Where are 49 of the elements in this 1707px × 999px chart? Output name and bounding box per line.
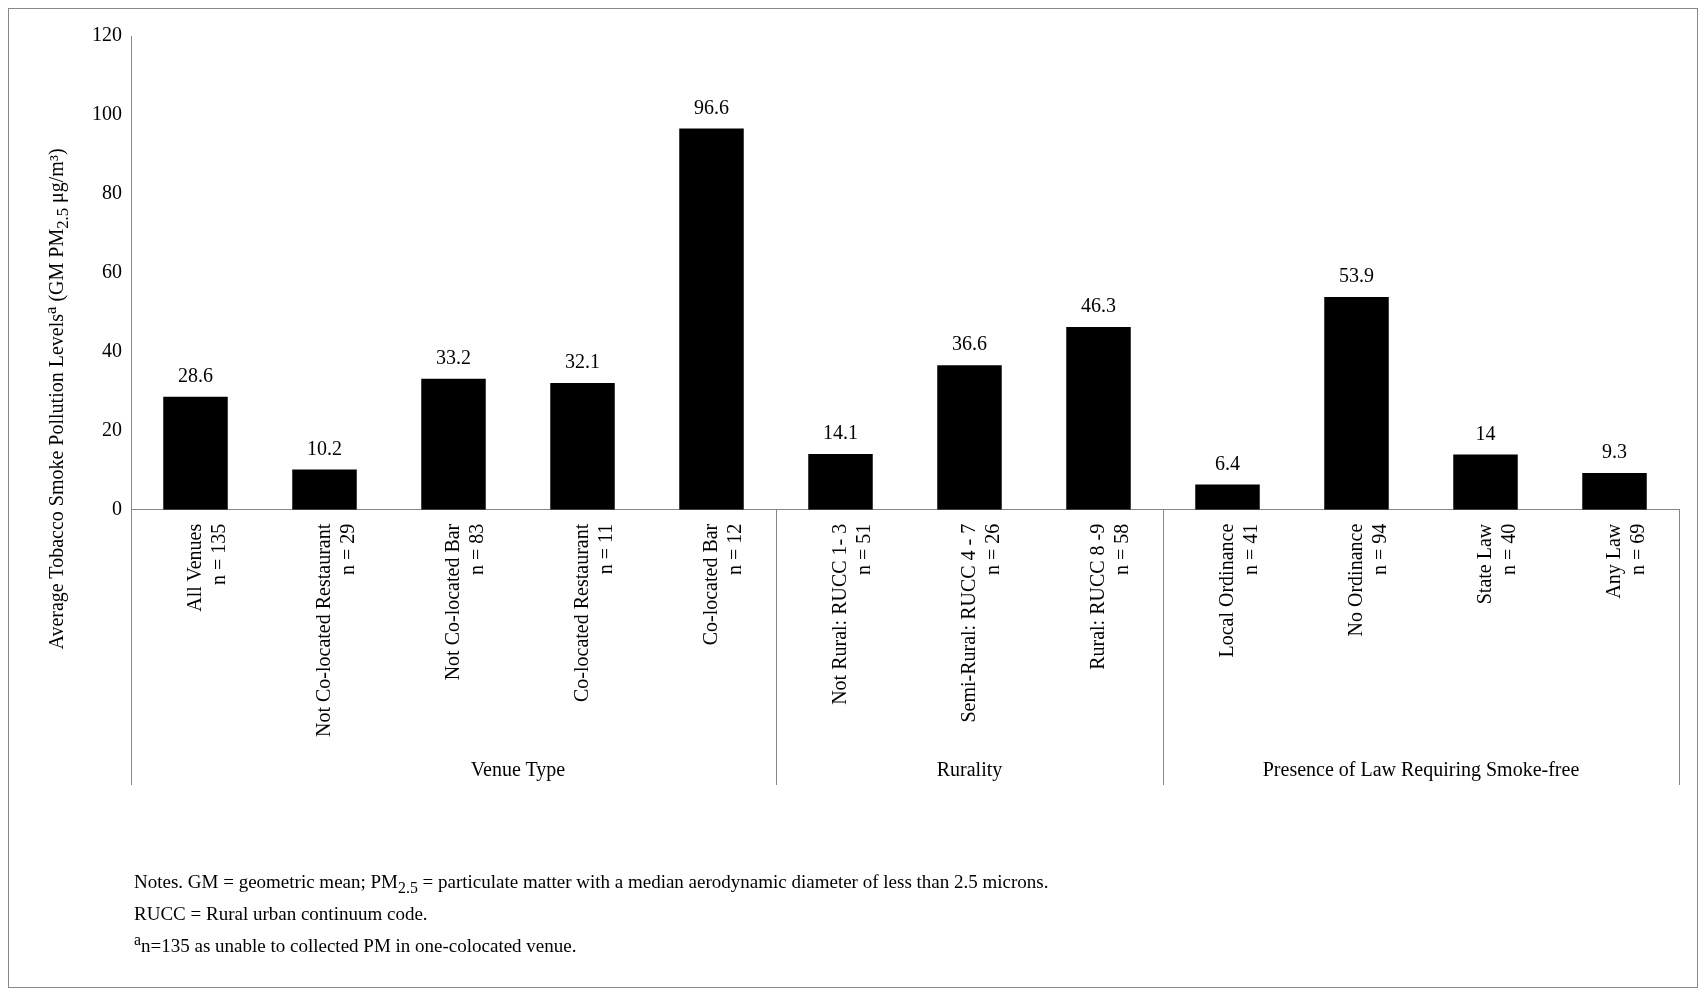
data-label: 33.2 xyxy=(436,345,471,368)
data-label: 36.6 xyxy=(952,332,987,355)
x-tick-label: Not Co-located Restaurant n = 29 xyxy=(311,523,358,738)
x-tick-label: All Venues n = 135 xyxy=(182,523,229,612)
x-tick-label: Rural: RUCC 8 -9 n = 58 xyxy=(1085,523,1132,670)
y-tick-label: 100 xyxy=(92,102,122,125)
bar xyxy=(292,469,357,510)
x-tick-label: Not Rural: RUCC 1- 3 n = 51 xyxy=(827,523,874,705)
bar xyxy=(937,365,1002,510)
data-label: 6.4 xyxy=(1215,451,1240,474)
data-label: 10.2 xyxy=(307,436,342,459)
text: $^{a}$n=135 as unable to collected PM in one-colocated venue. xyxy=(134,929,578,959)
text: Notes. GM = geometric mean; PM$_{2.5}$ = particulate matter with a median aerodynamic diameter of less than 2.5 microns. xyxy=(134,870,1049,898)
data-label: 28.6 xyxy=(178,364,213,387)
data-label: 32.1 xyxy=(565,350,600,373)
bar xyxy=(550,383,615,510)
data-label: 46.3 xyxy=(1081,294,1116,317)
bar xyxy=(421,378,486,510)
bar xyxy=(1195,484,1260,510)
bar xyxy=(1324,296,1389,510)
data-label: 53.9 xyxy=(1339,264,1374,287)
x-tick-label: Not Co-located Bar n = 83 xyxy=(440,523,487,681)
data-label: 14 xyxy=(1475,421,1496,444)
x-tick-label: Co-located Bar n = 12 xyxy=(698,523,745,646)
y-tick-label: 40 xyxy=(102,339,122,362)
bar xyxy=(808,454,873,510)
x-tick-label: Any Law n = 69 xyxy=(1601,523,1648,599)
text: Rurality xyxy=(936,758,1003,782)
bar xyxy=(679,128,744,510)
data-label: 96.6 xyxy=(694,95,729,118)
bar xyxy=(163,396,228,510)
y-tick-label: 80 xyxy=(102,181,122,204)
text: Presence of Law Requiring Smoke-free xyxy=(1262,758,1580,782)
text: Venue Type xyxy=(470,758,566,782)
bar xyxy=(1066,326,1131,510)
data-label: 14.1 xyxy=(823,421,858,444)
y-tick-label: 0 xyxy=(112,496,122,519)
x-tick-label: No Ordinance n = 94 xyxy=(1343,523,1390,637)
bar xyxy=(1453,454,1518,510)
text: RUCC = Rural urban continuum code. xyxy=(134,901,429,926)
y-tick-label: 60 xyxy=(102,260,122,283)
x-tick-label: Semi-Rural: RUCC 4 - 7 n = 26 xyxy=(956,523,1003,723)
data-label: 9.3 xyxy=(1602,440,1627,463)
y-tick-label: 120 xyxy=(92,23,122,46)
x-tick-label: Co-located Restaurant n = 11 xyxy=(569,523,616,703)
bar xyxy=(1582,473,1647,510)
y-tick-label: 20 xyxy=(102,418,122,441)
x-tick-label: State Law n = 40 xyxy=(1472,523,1519,605)
x-tick-label: Local Ordinance n = 41 xyxy=(1214,523,1261,658)
